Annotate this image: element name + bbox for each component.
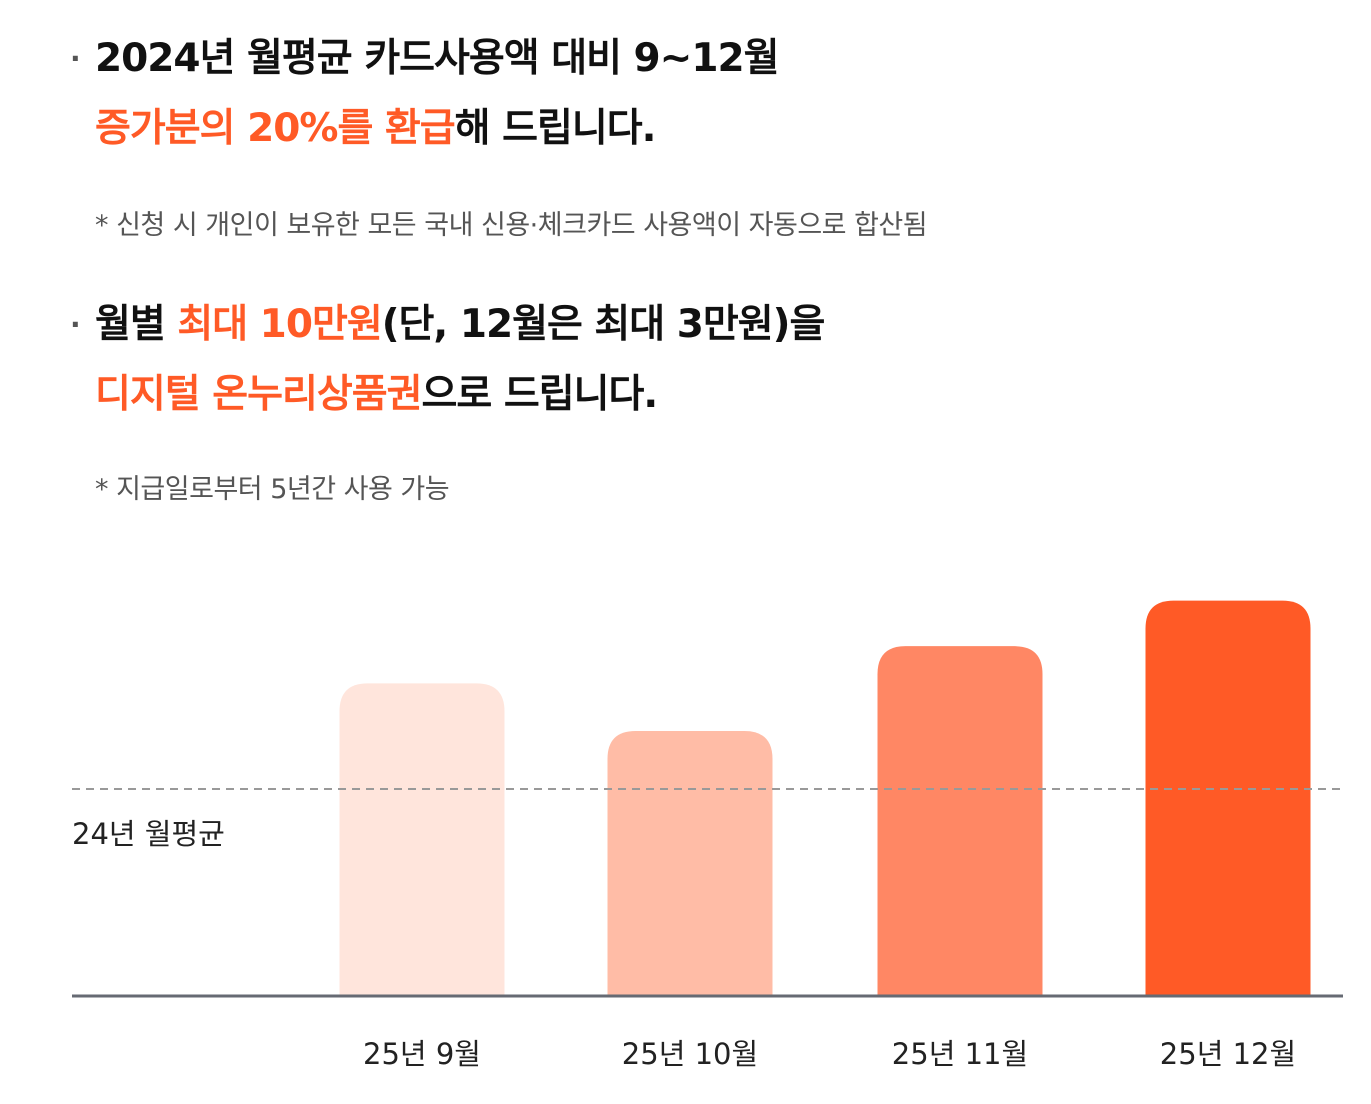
x-tick-label-2: 25년 10월: [622, 1037, 758, 1071]
section1-line1: 2024년 월평균 카드사용액 대비 9~12월: [95, 36, 780, 81]
section1-line2: 증가분의 20%를 환급해 드립니다.: [95, 94, 657, 164]
reference-line-label: 24년 월평균: [72, 817, 225, 851]
section2-line2-accent: 디지털 온누리상품권: [95, 372, 422, 417]
bar-2: [607, 731, 773, 996]
bullet-dot: ·: [70, 308, 81, 341]
x-tick-label-3: 25년 11월: [892, 1037, 1028, 1071]
bar-3: [877, 646, 1043, 996]
section2-line1-rest: (단, 12월은 최대 3만원)을: [381, 302, 826, 347]
bar-4: [1145, 600, 1311, 996]
section2-line1-accent: 최대 10만원: [177, 302, 382, 347]
section1-line2-accent: 증가분의 20%를 환급: [95, 106, 456, 151]
bar-chart: 24년 월평균 25년 9월 25년 10월 25년 11월 25년 12월: [72, 600, 1343, 1071]
section2-line2-rest: 으로 드립니다.: [421, 372, 659, 417]
x-tick-label-1: 25년 9월: [363, 1037, 481, 1071]
section1-line2-rest: 해 드립니다.: [454, 106, 657, 151]
bullet-dot: ·: [70, 42, 81, 75]
section1-note: * 신청 시 개인이 보유한 모든 국내 신용·체크카드 사용액이 자동으로 합…: [95, 210, 928, 241]
bar-1: [339, 683, 505, 996]
section2-line1: 월별 최대 10만원(단, 12월은 최대 3만원)을: [95, 290, 826, 360]
section2-note: * 지급일로부터 5년간 사용 가능: [95, 474, 450, 505]
section2-line1-pre: 월별: [95, 302, 178, 347]
x-tick-label-4: 25년 12월: [1160, 1037, 1296, 1071]
section2-line2: 디지털 온누리상품권으로 드립니다.: [95, 360, 659, 430]
